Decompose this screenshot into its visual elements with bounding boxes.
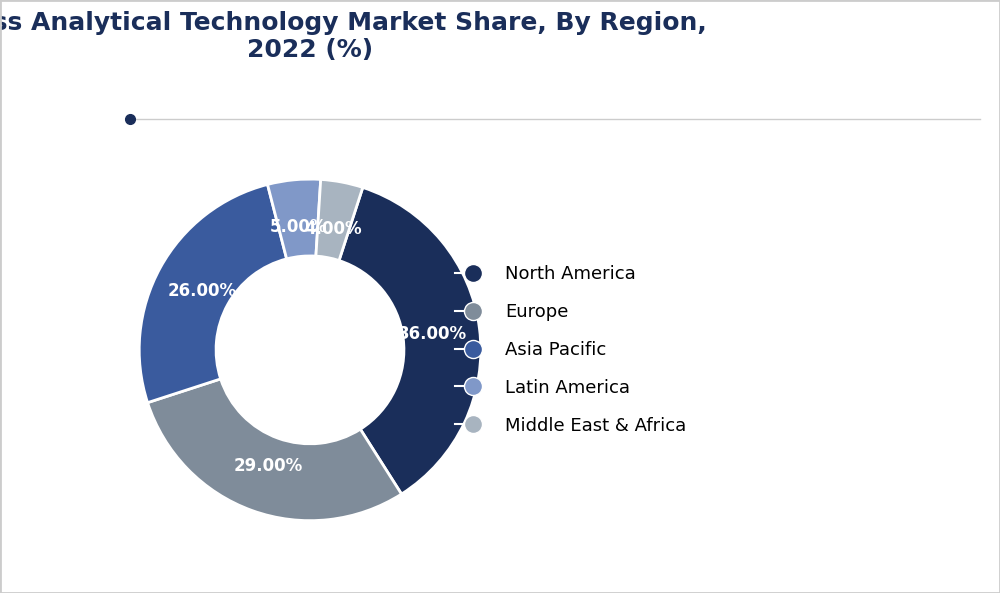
Text: 29.00%: 29.00%	[234, 457, 303, 474]
Text: 26.00%: 26.00%	[168, 282, 237, 299]
Title: Process Analytical Technology Market Share, By Region,
2022 (%): Process Analytical Technology Market Sha…	[0, 11, 707, 62]
Text: 5.00%: 5.00%	[270, 218, 327, 237]
Text: 4.00%: 4.00%	[304, 220, 362, 238]
Wedge shape	[339, 187, 481, 494]
Wedge shape	[316, 180, 363, 260]
Wedge shape	[268, 179, 321, 259]
Legend: North America, Europe, Asia Pacific, Latin America, Middle East & Africa: North America, Europe, Asia Pacific, Lat…	[448, 258, 694, 442]
Text: 36.00%: 36.00%	[397, 326, 467, 343]
Wedge shape	[148, 379, 402, 521]
Wedge shape	[139, 184, 287, 403]
